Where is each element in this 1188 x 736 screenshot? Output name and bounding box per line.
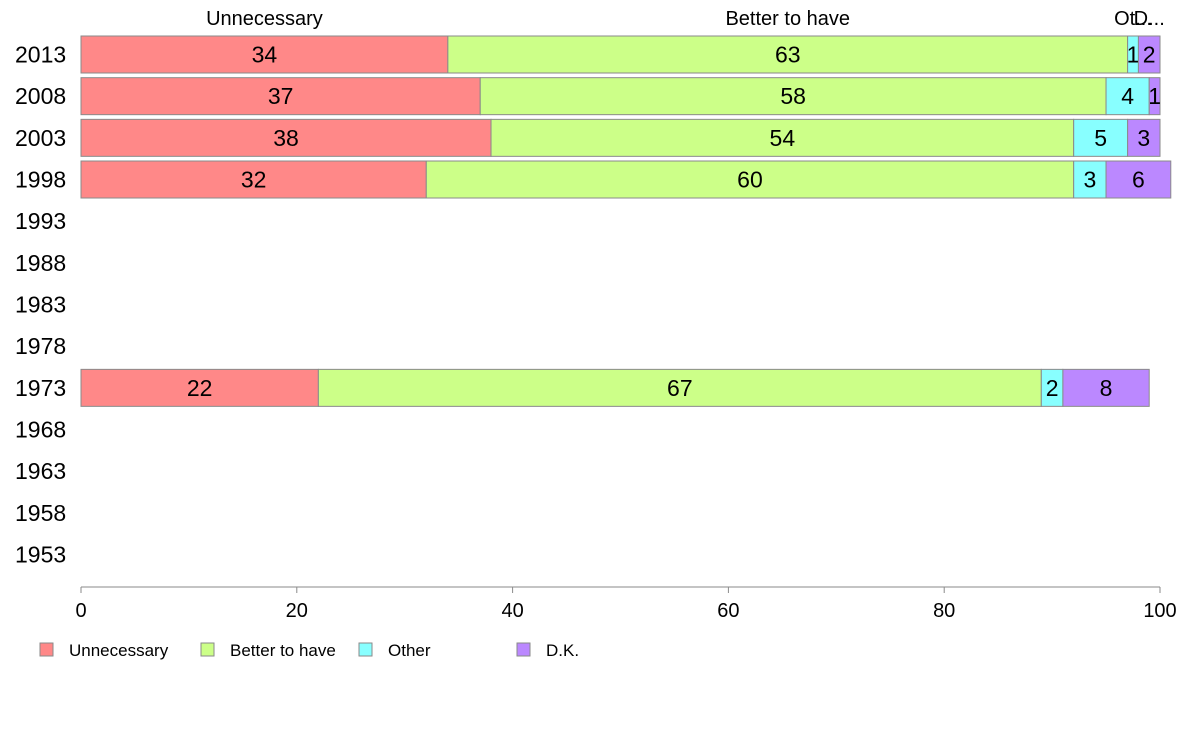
x-axis: 0 20 40 60 80 100 [75,586,1177,622]
x-tick-label: 40 [501,600,523,622]
bar-value-label: 32 [241,167,267,193]
year-label: 2008 [15,83,66,109]
bar-value-label: 2 [1046,375,1059,401]
bars-group: 34 63 1 237 58 4 138 54 5 332 60 3 622 67 2 8 [80,35,1172,407]
bar-value-label: 34 [252,42,278,68]
year-label: 1998 [15,167,66,193]
year-label: 1978 [15,333,66,359]
x-tick-label: 100 [1143,600,1176,622]
x-tick-label: 20 [286,600,308,622]
bar-d-k [1062,368,1150,407]
year-label: 1953 [15,542,66,568]
bar-d-k [1127,118,1161,157]
year-axis-labels: 2013 2008 2003 1998 1993 1988 1983 1978 1973 1968… [15,42,66,568]
bar-better-to-have [425,160,1075,199]
bar-value-label: 67 [667,375,693,401]
bar-other [1105,77,1150,116]
x-tick-label: 0 [75,600,86,622]
top-series-labels: Unnecessary Better to have Ot...D... [206,8,1165,30]
year-label: 1983 [15,292,66,318]
x-tick-label: 60 [717,600,739,622]
year-label: 1973 [15,375,66,401]
year-label: 1968 [15,417,66,443]
bar-better-to-have [490,118,1075,157]
bar-value-label: 54 [770,125,796,151]
bar-d-k [1105,160,1172,199]
year-label: 1958 [15,500,66,526]
bar-value-label: 1 [1127,42,1140,68]
legend-swatch-d-k [516,642,531,657]
top-label-other: Ot... [1114,8,1152,30]
year-label: 1988 [15,250,66,276]
bar-value-label: 2 [1143,42,1156,68]
bar-value-label: 58 [780,83,806,109]
bar-value-label: 63 [775,42,801,68]
bar-better-to-have [447,35,1129,74]
bar-value-label: 3 [1137,125,1150,151]
top-label-d-k: D... [1134,8,1165,30]
bar-better-to-have [317,368,1042,407]
bar-value-label: 22 [187,375,213,401]
bar-value-label: 4 [1121,83,1134,109]
year-label: 1963 [15,458,66,484]
legend-swatch-unnecessary [39,642,54,657]
bar-value-label: 37 [268,83,294,109]
year-label: 2013 [15,42,66,68]
bar-value-label: 6 [1132,167,1145,193]
bar-other [1073,160,1107,199]
year-label: 1993 [15,208,66,234]
bar-unnecessary [80,77,481,116]
legend: Unnecessary Better to have Other D.K. [39,641,579,660]
top-label-better-to-have: Better to have [725,8,850,30]
bar-value-label: 8 [1100,375,1113,401]
bar-value-label: 60 [737,167,763,193]
bar-value-label: 5 [1094,125,1107,151]
bar-unnecessary [80,368,319,407]
x-tick-label: 80 [933,600,955,622]
bar-value-label: 3 [1083,167,1096,193]
bar-d-k [1137,35,1161,74]
legend-label-better-to-have: Better to have [230,641,336,660]
legend-label-other: Other [388,641,431,660]
bar-value-label: 38 [273,125,299,151]
legend-swatch-better-to-have [200,642,215,657]
bar-d-k [1148,77,1161,116]
bar-other [1073,118,1129,157]
legend-label-unnecessary: Unnecessary [69,641,169,660]
legend-label-d-k: D.K. [546,641,579,660]
top-label-unnecessary: Unnecessary [206,8,323,30]
legend-swatch-other [358,642,373,657]
bar-value-label: 1 [1148,83,1161,109]
year-label: 2003 [15,125,66,151]
bar-unnecessary [80,118,492,157]
